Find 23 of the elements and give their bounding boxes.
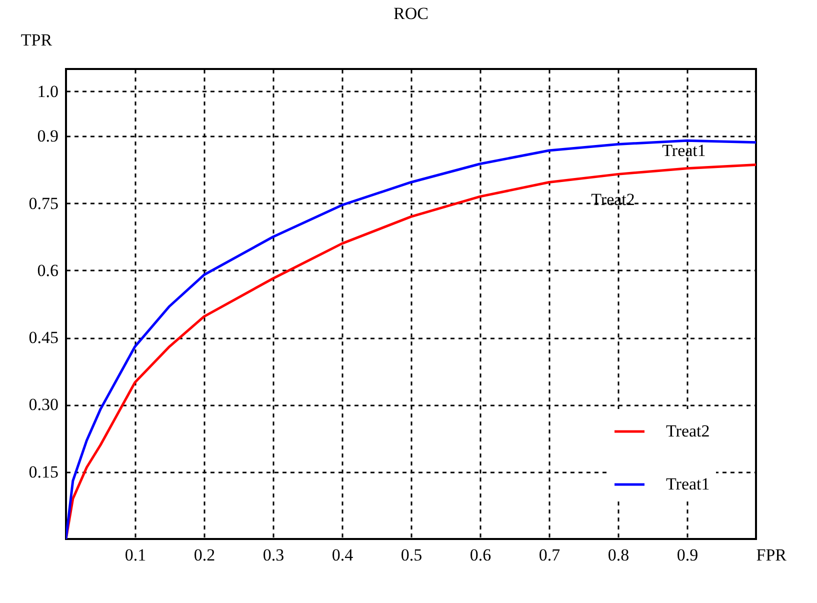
y-tick-label: 0.15 <box>28 462 58 482</box>
y-tick-label: 1.0 <box>37 82 58 101</box>
legend-label: Treat2 <box>666 422 710 440</box>
x-tick-label: 0.8 <box>608 546 630 564</box>
annotation: Treat2 <box>591 190 635 209</box>
x-axis-title: FPR <box>756 546 788 564</box>
x-tick-label: 0.1 <box>124 546 146 564</box>
x-tick-label: 0.4 <box>332 546 354 564</box>
legend-label: Treat1 <box>666 474 710 494</box>
x-tick-label: 0.3 <box>262 546 284 564</box>
y-tick-label: 0.30 <box>28 395 58 414</box>
chart-title: ROC <box>394 4 428 23</box>
y-tick-label: 0.45 <box>28 328 58 348</box>
annotation: Treat1 <box>662 141 706 160</box>
x-tick-label: 0.5 <box>400 546 422 564</box>
x-tick-label: 0.2 <box>194 546 216 564</box>
x-tick-label: 0.7 <box>538 546 561 564</box>
y-tick-label: 0.6 <box>37 260 58 280</box>
y-axis-title: TPR <box>20 30 53 50</box>
y-tick-label: 0.9 <box>37 126 58 146</box>
x-tick-label: 0.6 <box>470 546 492 564</box>
y-tick-label: 0.75 <box>28 194 58 213</box>
x-tick-label: 0.9 <box>676 546 698 564</box>
